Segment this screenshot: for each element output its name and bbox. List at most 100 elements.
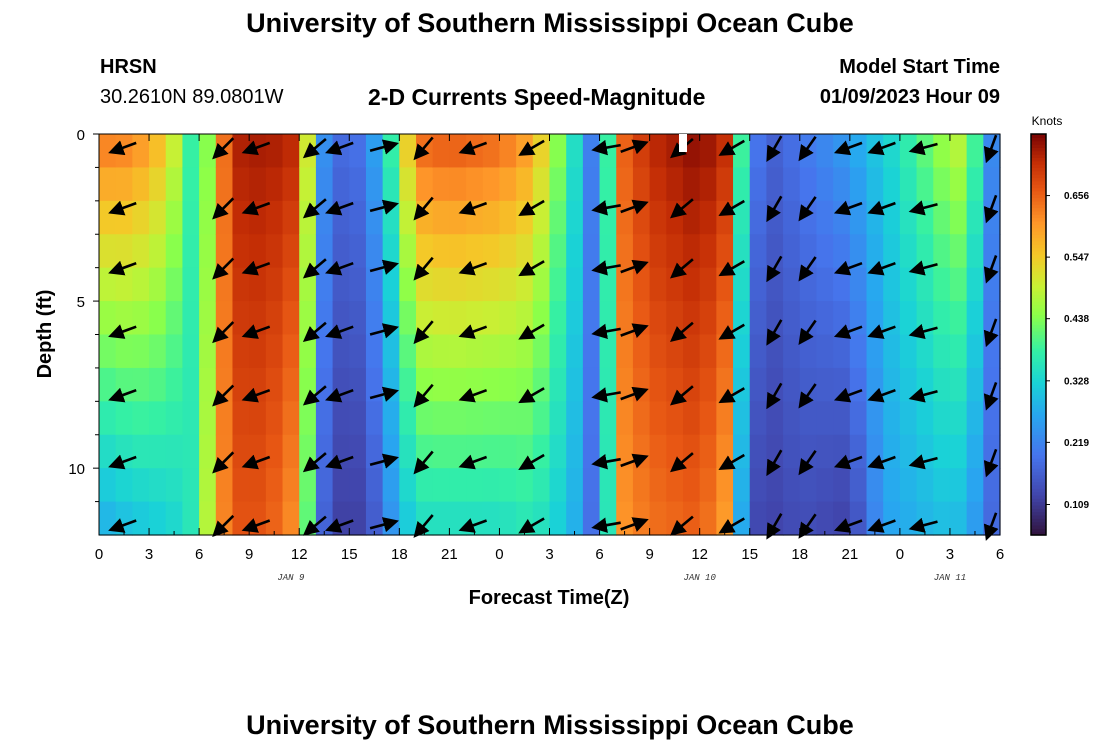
heatmap-cell <box>182 401 200 436</box>
colorbar-segment <box>1031 267 1046 272</box>
heatmap-cell <box>883 401 901 436</box>
heatmap-cell <box>933 501 951 536</box>
heatmap-cell <box>632 367 651 402</box>
heatmap-cell <box>365 434 384 469</box>
heatmap-cell <box>582 301 601 336</box>
colorbar-segment <box>1031 230 1046 235</box>
heatmap-cell <box>716 401 734 436</box>
heatmap-cell <box>733 234 751 269</box>
heatmap-cell <box>566 434 584 469</box>
current-vector <box>458 324 488 339</box>
heatmap-cell <box>182 501 200 536</box>
heatmap-cell <box>315 234 334 269</box>
heatmap-cell <box>532 167 551 202</box>
heatmap-cell <box>833 301 851 336</box>
current-vector <box>212 257 235 280</box>
heatmap-cell <box>165 501 184 536</box>
heatmap-cell <box>349 301 367 336</box>
heatmap-cell <box>899 301 918 336</box>
heatmap-cell <box>716 200 734 235</box>
current-vector <box>908 323 938 340</box>
heatmap-cell <box>899 401 918 436</box>
heatmap-cell <box>482 401 501 436</box>
heatmap-cell <box>332 334 350 369</box>
colorbar-segment <box>1031 197 1046 202</box>
heatmap-cell <box>315 367 334 402</box>
heatmap-cell <box>165 234 184 269</box>
heatmap-cell <box>282 334 300 369</box>
current-vector <box>867 454 896 470</box>
heatmap-cell <box>749 234 768 269</box>
current-vector <box>798 513 817 539</box>
heatmap-cell <box>165 167 184 202</box>
current-vector <box>867 324 896 339</box>
heatmap-cell <box>282 401 300 436</box>
heatmap-cell <box>265 367 284 402</box>
heatmap-cell <box>916 167 934 202</box>
heatmap-cell <box>699 501 717 536</box>
heatmap-cell <box>983 401 1001 436</box>
heatmap-cell <box>899 234 918 269</box>
heatmap-cell <box>849 501 868 536</box>
colorbar-segment <box>1031 257 1046 262</box>
heatmap-cell <box>332 501 350 536</box>
current-vector <box>798 383 817 409</box>
heatmap-cell <box>666 334 684 369</box>
heatmap-cell <box>232 234 250 269</box>
heatmap-cell <box>949 267 968 302</box>
heatmap-cell <box>749 334 768 369</box>
colorbar-segment <box>1031 137 1046 142</box>
heatmap-cell <box>783 334 801 369</box>
heatmap-cell <box>482 367 501 402</box>
heatmap-cell <box>215 234 234 269</box>
heatmap-cell <box>966 367 984 402</box>
heatmap-cell <box>983 468 1001 503</box>
heatmap-cell <box>365 167 384 202</box>
heatmap-cell <box>566 267 584 302</box>
heatmap-cell <box>416 234 434 269</box>
heatmap-cell <box>783 501 801 536</box>
heatmap-cell <box>132 234 150 269</box>
current-vector <box>325 518 354 533</box>
heatmap-cell <box>232 501 250 536</box>
colorbar-segment <box>1031 194 1046 199</box>
current-vector <box>718 453 745 470</box>
heatmap-cell <box>899 200 918 235</box>
current-vector <box>241 260 271 276</box>
heatmap-cell <box>332 167 350 202</box>
colorbar-frame <box>1030 133 1047 536</box>
heatmap-cell <box>399 267 417 302</box>
current-vector <box>591 387 621 403</box>
colorbar-segment <box>1031 140 1046 145</box>
heatmap-cell <box>966 301 984 336</box>
heatmap-cell <box>365 134 384 169</box>
heatmap-cell <box>632 267 651 302</box>
heatmap-cell <box>749 167 768 202</box>
heatmap-cell <box>482 134 501 169</box>
heatmap-cell <box>466 468 484 503</box>
heatmap-cell <box>749 301 768 336</box>
x-tick-label: 0 <box>95 546 103 563</box>
colorbar-segment <box>1031 217 1046 222</box>
heatmap-cell <box>682 334 701 369</box>
heatmap-cell <box>449 334 467 369</box>
x-tick-label: 0 <box>495 546 503 563</box>
current-vector <box>867 260 896 276</box>
heatmap-cell <box>99 334 117 369</box>
heatmap-cell <box>983 167 1001 202</box>
colorbar-segment <box>1031 518 1046 523</box>
colorbar-segment <box>1031 367 1046 372</box>
current-vector <box>983 448 999 478</box>
heatmap-cell <box>733 367 751 402</box>
heatmap-cell <box>265 501 284 536</box>
heatmap-cell <box>265 301 284 336</box>
heatmap-cell <box>883 267 901 302</box>
current-vector <box>798 319 817 345</box>
colorbar-segment <box>1031 301 1046 306</box>
heatmap-cell <box>699 200 717 235</box>
current-vector <box>302 258 327 279</box>
y-tick-label: 10 <box>68 461 85 478</box>
heatmap-cell <box>182 468 200 503</box>
heatmap-cell <box>566 200 584 235</box>
heatmap-cell <box>599 401 617 436</box>
